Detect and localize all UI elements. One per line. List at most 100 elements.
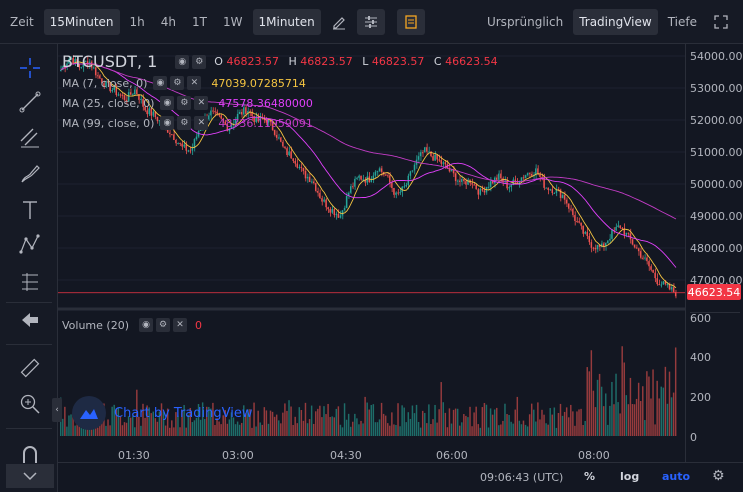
volume-bar: [424, 412, 426, 436]
eye-icon[interactable]: ◉: [160, 96, 175, 110]
settings-sliders-icon[interactable]: [356, 8, 385, 35]
volume-bar: [611, 381, 613, 436]
volume-bar: [127, 416, 130, 436]
volume-bar: [419, 427, 422, 436]
pencil-icon[interactable]: [325, 9, 353, 35]
prediction-icon[interactable]: [14, 268, 46, 296]
candle-body: [426, 147, 428, 152]
volume-bar: [187, 414, 189, 436]
volume-bar: [590, 350, 593, 436]
indicators-icon[interactable]: [396, 8, 425, 35]
arrow-left-icon[interactable]: [14, 306, 46, 334]
gear-icon[interactable]: ⚙: [192, 54, 207, 69]
volume-bar: [236, 421, 239, 436]
collapse-toolbar-icon[interactable]: [6, 464, 54, 488]
candle-body: [535, 168, 537, 175]
candle-body: [212, 110, 214, 112]
ruler-icon[interactable]: [14, 354, 46, 382]
view-depth[interactable]: Tiefe: [667, 15, 697, 29]
volume-bar: [166, 408, 169, 436]
volume-bar: [668, 371, 671, 436]
candle-body: [302, 168, 305, 172]
volume-bar: [572, 411, 574, 436]
volume-bar: [271, 411, 274, 436]
gear-icon[interactable]: ⚙: [177, 96, 192, 110]
chart-area[interactable]: [58, 44, 685, 462]
gear-icon[interactable]: ⚙: [712, 468, 725, 484]
candle-body: [74, 59, 76, 64]
volume-bar: [670, 397, 673, 436]
candle-body: [327, 207, 329, 210]
volume-bar: [607, 424, 609, 436]
gear-icon[interactable]: ⚙: [156, 318, 170, 332]
panel-toggle-icon[interactable]: ‹: [52, 398, 62, 422]
price-tick: 52000.00: [690, 114, 743, 127]
auto-toggle[interactable]: auto: [662, 470, 691, 483]
interval-zeit[interactable]: Zeit: [10, 14, 34, 29]
interval-1w[interactable]: 1W: [223, 14, 243, 29]
eye-icon[interactable]: ◉: [153, 76, 168, 90]
fullscreen-icon[interactable]: [707, 9, 735, 35]
candle-body: [389, 175, 391, 183]
view-original[interactable]: Ursprünglich: [486, 15, 564, 29]
eye-icon[interactable]: ◉: [139, 318, 153, 332]
close-icon[interactable]: ✕: [187, 76, 202, 90]
candle-body: [475, 184, 477, 190]
candle-body: [670, 287, 673, 290]
candle-body: [220, 115, 222, 119]
interval-1h[interactable]: 1h: [129, 14, 145, 29]
candle-body: [284, 146, 286, 149]
candle-body: [298, 166, 301, 168]
text-tool-icon[interactable]: [14, 196, 46, 224]
zoom-in-icon[interactable]: [14, 390, 46, 418]
close-icon[interactable]: ✕: [194, 116, 209, 130]
close-icon[interactable]: ✕: [173, 318, 187, 332]
brush-icon[interactable]: [14, 160, 46, 188]
candle-body: [101, 78, 103, 84]
candle-body: [600, 243, 603, 247]
close-icon[interactable]: ✕: [194, 96, 209, 110]
interval-15m[interactable]: 15Minuten: [43, 8, 120, 35]
volume-bar: [134, 427, 136, 436]
candle-body: [146, 110, 148, 115]
volume-bar: [629, 377, 632, 436]
crosshair-icon[interactable]: [14, 54, 46, 82]
candle-body: [278, 137, 280, 139]
utc-clock: 09:06:43 (UTC): [480, 471, 564, 484]
candle-body: [442, 162, 444, 164]
interval-dropdown[interactable]: 1Minuten: [252, 8, 321, 35]
magnet-icon[interactable]: [14, 440, 46, 468]
interval-1t[interactable]: 1T: [192, 14, 207, 29]
volume-bar: [592, 390, 595, 436]
pattern-icon[interactable]: [14, 230, 46, 258]
volume-bar: [251, 427, 253, 436]
log-toggle[interactable]: log: [620, 470, 640, 483]
volume-bar: [181, 409, 183, 436]
tradingview-watermark[interactable]: Chart by TradingView: [72, 396, 252, 430]
volume-bar: [325, 414, 327, 436]
candle-body: [434, 154, 436, 161]
candle-body: [576, 221, 578, 223]
eye-icon[interactable]: ◉: [160, 116, 175, 130]
gear-icon[interactable]: ⚙: [170, 76, 185, 90]
trend-line-icon[interactable]: [14, 88, 46, 116]
fib-channel-icon[interactable]: [14, 124, 46, 152]
view-tradingview[interactable]: TradingView: [573, 9, 658, 35]
ohlc-open-value: 46823.57: [226, 55, 279, 68]
volume-bar: [654, 424, 656, 436]
time-axis[interactable]: 01:30 03:00 04:30 06:00 08:00 09:06:43 (…: [58, 449, 743, 492]
volume-bar: [199, 419, 202, 436]
volume-bar: [465, 415, 467, 436]
candle-body: [263, 118, 266, 120]
eye-icon[interactable]: ◉: [175, 54, 190, 69]
candle-body: [565, 199, 568, 204]
candle-body: [611, 230, 613, 239]
price-axis[interactable]: 54000.00 53000.00 52000.00 51000.00 5000…: [685, 44, 743, 462]
candle-body: [364, 179, 366, 183]
interval-4h[interactable]: 4h: [160, 14, 177, 29]
percent-toggle[interactable]: %: [584, 470, 596, 483]
candle-body: [605, 242, 607, 247]
candle-body: [635, 247, 638, 249]
gear-icon[interactable]: ⚙: [177, 116, 192, 130]
volume-bar: [177, 415, 179, 436]
